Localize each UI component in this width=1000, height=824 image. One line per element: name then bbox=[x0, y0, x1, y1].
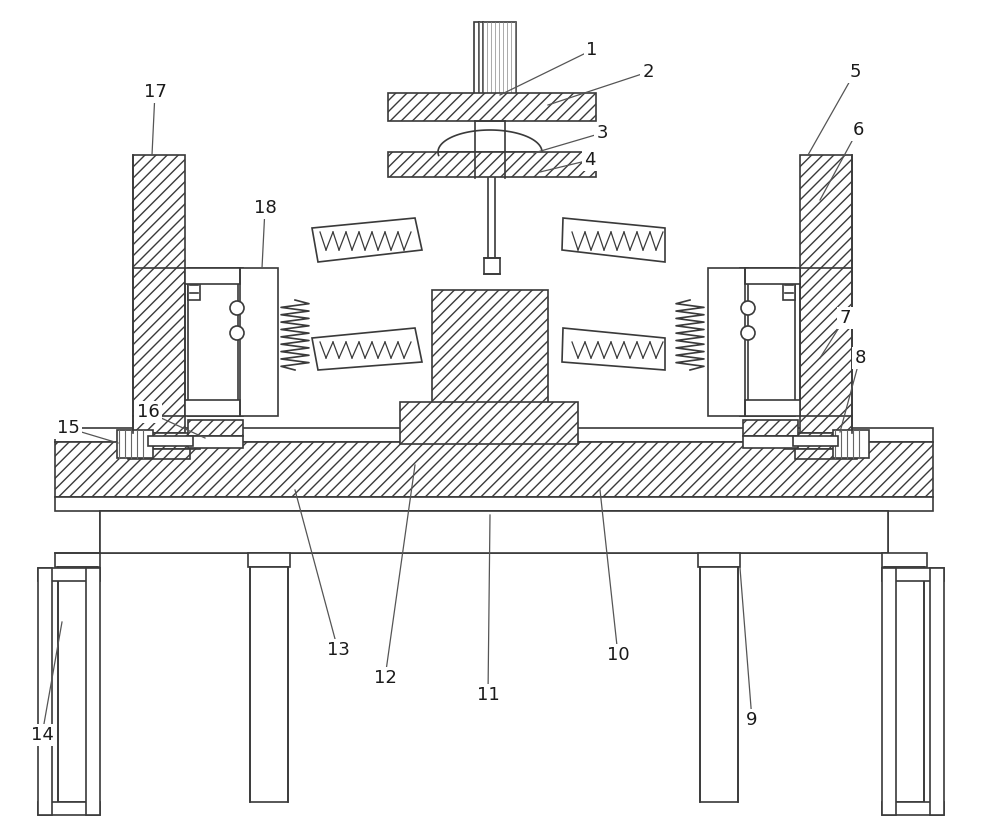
Bar bbox=[188, 420, 243, 436]
Polygon shape bbox=[312, 218, 422, 262]
Polygon shape bbox=[312, 328, 422, 370]
Bar bbox=[128, 449, 190, 459]
Bar bbox=[795, 449, 857, 459]
Bar bbox=[743, 436, 798, 448]
Bar bbox=[400, 402, 578, 444]
Text: 9: 9 bbox=[746, 711, 758, 729]
Bar bbox=[388, 93, 596, 121]
Bar bbox=[743, 420, 798, 436]
Bar bbox=[745, 268, 800, 284]
Bar bbox=[55, 442, 933, 497]
Bar bbox=[882, 553, 927, 567]
Text: 5: 5 bbox=[849, 63, 861, 81]
Bar bbox=[474, 22, 516, 94]
Text: 17: 17 bbox=[144, 83, 166, 101]
Bar bbox=[793, 436, 838, 446]
Text: 1: 1 bbox=[586, 41, 598, 59]
Text: 3: 3 bbox=[596, 124, 608, 142]
Bar bbox=[882, 802, 944, 815]
Circle shape bbox=[230, 326, 244, 340]
Bar bbox=[484, 258, 500, 274]
Text: 7: 7 bbox=[839, 309, 851, 327]
Text: 11: 11 bbox=[477, 686, 499, 704]
Bar bbox=[38, 802, 100, 815]
Bar bbox=[700, 567, 738, 802]
Circle shape bbox=[741, 326, 755, 340]
Bar bbox=[58, 567, 97, 802]
Bar bbox=[133, 155, 185, 433]
Bar bbox=[885, 567, 924, 802]
Bar bbox=[745, 400, 800, 416]
Bar bbox=[188, 280, 200, 300]
Bar bbox=[55, 553, 100, 567]
Text: 6: 6 bbox=[852, 121, 864, 139]
Bar bbox=[188, 268, 243, 416]
Text: 10: 10 bbox=[607, 646, 629, 664]
Text: 16: 16 bbox=[137, 403, 159, 421]
Text: 4: 4 bbox=[584, 151, 596, 169]
Bar bbox=[86, 568, 100, 815]
Text: 12: 12 bbox=[374, 669, 396, 687]
Bar bbox=[833, 430, 869, 458]
Bar bbox=[185, 268, 240, 284]
Bar bbox=[117, 430, 153, 458]
Circle shape bbox=[741, 301, 755, 315]
Bar bbox=[930, 568, 944, 815]
Bar bbox=[38, 568, 52, 815]
Bar bbox=[100, 511, 888, 553]
Bar bbox=[55, 497, 933, 511]
Bar bbox=[248, 553, 290, 567]
Bar bbox=[250, 567, 288, 802]
Bar bbox=[38, 568, 100, 581]
Bar bbox=[882, 568, 896, 815]
Text: 14: 14 bbox=[31, 726, 53, 744]
Text: 18: 18 bbox=[254, 199, 276, 217]
Bar bbox=[118, 433, 200, 449]
Bar bbox=[188, 436, 243, 448]
Bar bbox=[100, 511, 888, 553]
Bar bbox=[388, 152, 596, 177]
Bar bbox=[238, 268, 278, 416]
Text: 8: 8 bbox=[854, 349, 866, 367]
Bar bbox=[55, 428, 933, 442]
Bar bbox=[882, 568, 944, 581]
Text: 13: 13 bbox=[327, 641, 349, 659]
Bar bbox=[800, 155, 852, 433]
Bar bbox=[785, 433, 867, 449]
Polygon shape bbox=[562, 218, 665, 262]
Text: 2: 2 bbox=[642, 63, 654, 81]
Bar bbox=[708, 268, 748, 416]
Bar bbox=[740, 268, 795, 416]
Text: 15: 15 bbox=[57, 419, 79, 437]
Bar bbox=[783, 280, 795, 300]
Bar bbox=[432, 290, 548, 438]
Bar bbox=[698, 553, 740, 567]
Circle shape bbox=[230, 301, 244, 315]
Polygon shape bbox=[562, 328, 665, 370]
Bar bbox=[148, 436, 193, 446]
Bar bbox=[185, 400, 240, 416]
